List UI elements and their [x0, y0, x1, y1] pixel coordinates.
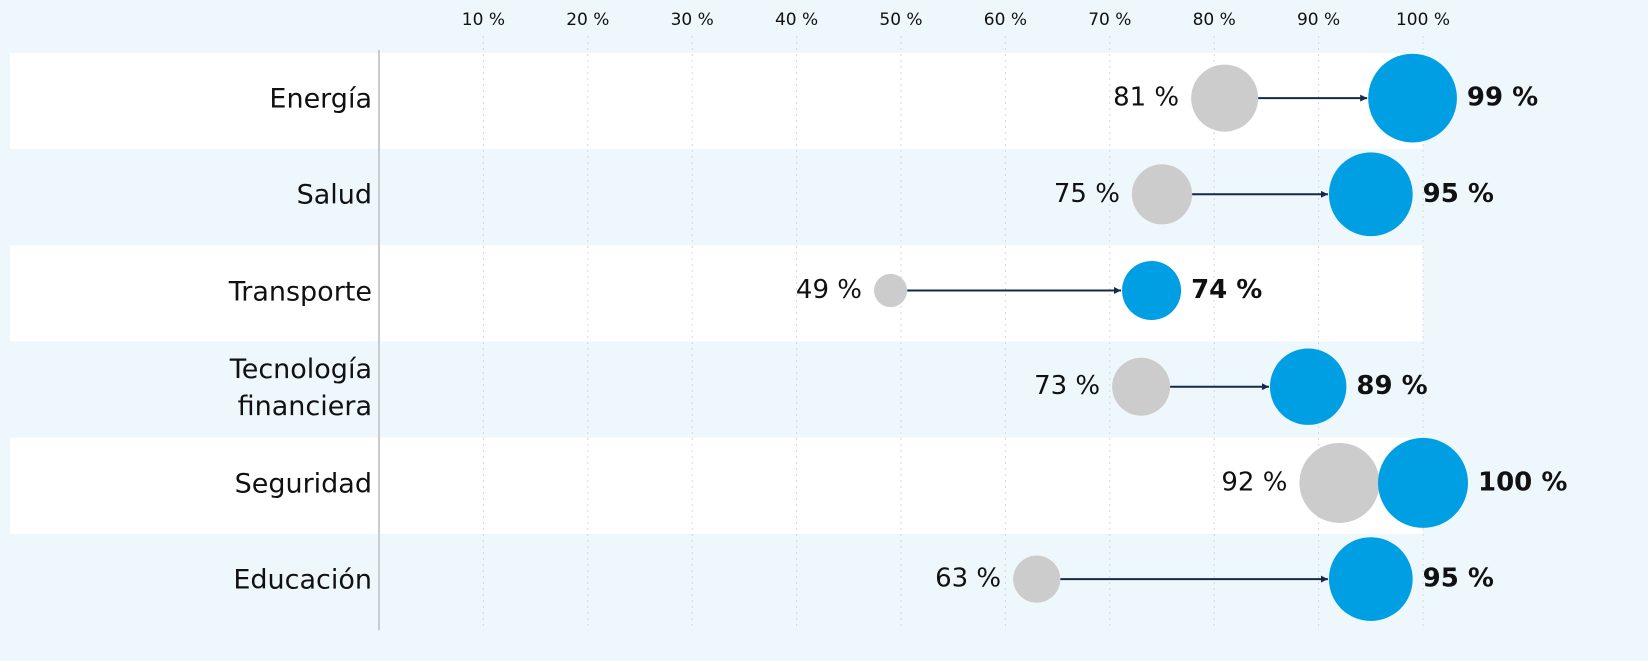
end-dot [1269, 348, 1347, 425]
start-dot [1112, 357, 1171, 416]
row-band [10, 437, 1423, 534]
end-value-label: 100 % [1478, 467, 1567, 497]
category-label: Seguridad [234, 468, 372, 500]
end-value-label: 89 % [1356, 371, 1427, 401]
x-tick-label: 20 % [566, 10, 609, 30]
start-value-label: 49 % [796, 275, 862, 305]
x-tick-label: 100 % [1396, 10, 1450, 30]
start-dot [1131, 164, 1193, 225]
start-value-label: 92 % [1221, 467, 1287, 497]
start-value-label: 63 % [935, 564, 1001, 594]
start-dot [1299, 442, 1380, 523]
row-band [10, 245, 1423, 342]
category-label: Tecnología financiera [229, 353, 372, 422]
x-tick-label: 90 % [1297, 10, 1340, 30]
x-tick-label: 30 % [671, 10, 714, 30]
row-band [10, 53, 1423, 150]
start-dot [1191, 64, 1259, 132]
row-band [10, 341, 1423, 438]
end-value-label: 74 % [1191, 275, 1262, 305]
start-value-label: 73 % [1034, 371, 1100, 401]
x-tick-label: 80 % [1193, 10, 1236, 30]
category-label: Energía [269, 83, 372, 115]
x-tick-label: 40 % [775, 10, 818, 30]
x-tick-label: 60 % [984, 10, 1027, 30]
category-label: Salud [296, 179, 372, 211]
end-dot [1122, 260, 1182, 321]
end-value-label: 95 % [1423, 564, 1494, 594]
row-band [10, 534, 1423, 631]
x-tick-label: 70 % [1088, 10, 1131, 30]
x-tick-label: 10 % [462, 10, 505, 30]
end-value-label: 95 % [1423, 179, 1494, 209]
category-label: Transporte [228, 276, 372, 307]
end-dot [1328, 537, 1413, 621]
start-value-label: 75 % [1054, 179, 1120, 209]
end-dot [1328, 152, 1413, 237]
start-dot [873, 273, 908, 308]
category-label: Educación [233, 564, 372, 596]
start-dot [1013, 555, 1061, 603]
x-tick-label: 50 % [879, 10, 922, 30]
start-value-label: 81 % [1113, 83, 1179, 113]
end-value-label: 99 % [1467, 83, 1538, 113]
end-dot [1378, 437, 1468, 528]
end-dot [1368, 53, 1457, 143]
